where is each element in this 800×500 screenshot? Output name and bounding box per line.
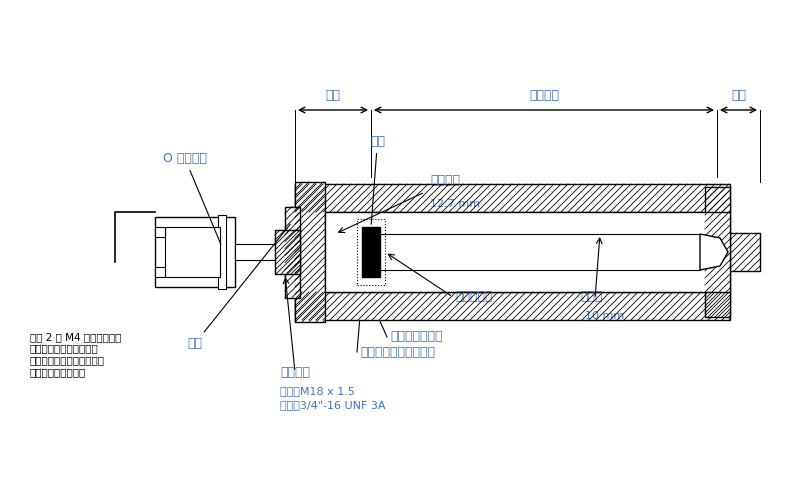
Bar bbox=[375, 234, 700, 270]
Bar bbox=[295, 184, 730, 212]
Text: 零区: 零区 bbox=[326, 89, 341, 102]
Bar bbox=[218, 215, 226, 289]
Text: 12.7 mm: 12.7 mm bbox=[430, 199, 480, 209]
Bar bbox=[155, 217, 235, 287]
Bar bbox=[730, 233, 760, 271]
Polygon shape bbox=[700, 234, 728, 270]
Bar bbox=[295, 292, 730, 320]
Text: 有效行程: 有效行程 bbox=[529, 89, 559, 102]
Text: 法兰: 法兰 bbox=[187, 224, 290, 350]
Text: 安装螺纹: 安装螺纹 bbox=[280, 366, 310, 378]
Bar bbox=[155, 227, 165, 237]
Bar bbox=[362, 227, 380, 277]
Bar bbox=[357, 219, 385, 285]
Text: 公制：M18 x 1.5: 公制：M18 x 1.5 bbox=[280, 386, 355, 396]
Bar bbox=[275, 230, 300, 274]
Text: 英制：3/4"-16 UNF 3A: 英制：3/4"-16 UNF 3A bbox=[280, 400, 386, 410]
Bar bbox=[155, 267, 165, 277]
Text: 非导磁隔离垫片: 非导磁隔离垫片 bbox=[390, 330, 442, 344]
Text: 固定夹片（客户提供）: 固定夹片（客户提供） bbox=[360, 346, 435, 358]
Text: 磁铁: 磁铁 bbox=[370, 135, 385, 224]
Text: 10 mm: 10 mm bbox=[585, 311, 624, 321]
Text: 死区: 死区 bbox=[731, 89, 746, 102]
Bar bbox=[235, 244, 300, 260]
Bar bbox=[285, 206, 300, 298]
Bar bbox=[705, 187, 730, 317]
Text: 钻孔直径: 钻孔直径 bbox=[430, 174, 460, 187]
Bar bbox=[295, 182, 325, 322]
Text: 活塞杆装置: 活塞杆装置 bbox=[455, 290, 493, 304]
Bar bbox=[165, 227, 220, 277]
Bar bbox=[325, 212, 730, 292]
Text: 松开 2 个 M4 六角螺钉，可
以把电子头连感应元件抽
出，与带法兰的压力外管分
开，无须先撤液压。: 松开 2 个 M4 六角螺钉，可 以把电子头连感应元件抽 出，与带法兰的压力外管… bbox=[30, 332, 122, 377]
Text: 传感杆: 传感杆 bbox=[580, 290, 602, 304]
Text: O 型密封圈: O 型密封圈 bbox=[163, 152, 221, 244]
